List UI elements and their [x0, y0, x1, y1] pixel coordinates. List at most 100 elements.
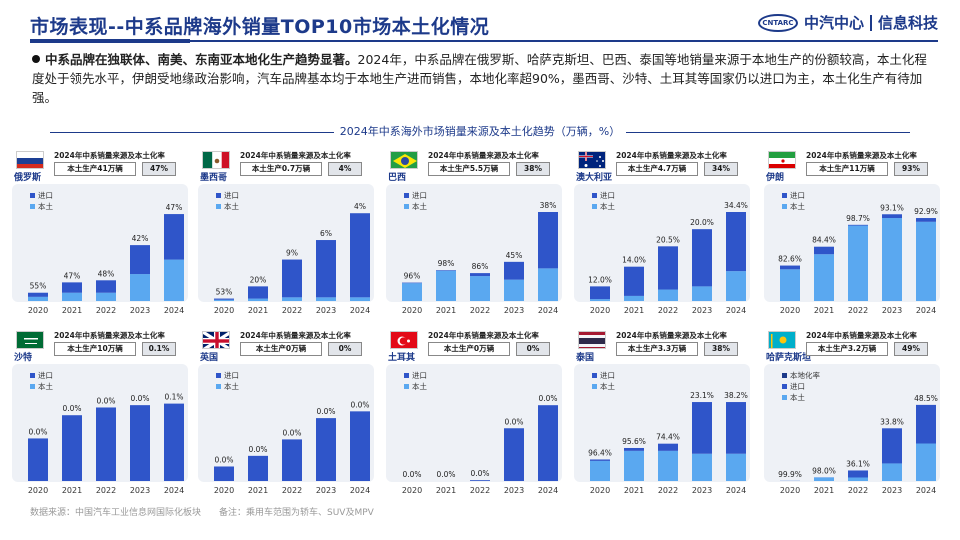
bar-local — [62, 292, 82, 301]
kazakhstan-flag-icon — [768, 331, 796, 349]
bar-import — [28, 438, 48, 481]
data-label: 6% — [320, 229, 332, 238]
local-production-box: 本土生产3.3万辆 — [616, 342, 698, 356]
data-label: 48.5% — [914, 394, 938, 403]
legend-swatch — [592, 373, 597, 378]
bar-import — [214, 298, 234, 300]
x-tick-label: 2021 — [62, 486, 82, 495]
x-tick-label: 2023 — [692, 306, 712, 315]
legend-swatch — [216, 384, 221, 389]
data-label: 96% — [404, 272, 421, 281]
turkey-flag-icon — [390, 331, 418, 349]
data-label: 98.7% — [846, 214, 870, 223]
page-title: 市场表现--中系品牌海外销量TOP10市场本土化情况 — [30, 16, 490, 38]
bar-local — [848, 225, 868, 301]
bar-local — [916, 221, 936, 301]
panel-title: 2024年中系销量来源及本土化率 — [428, 151, 539, 160]
bar-import — [96, 280, 116, 293]
data-label: 82.6% — [778, 255, 802, 264]
x-tick-label: 2024 — [916, 306, 936, 315]
x-tick-label: 2023 — [882, 486, 902, 495]
footer-source: 数据来源：中国汽车工业信息网国际化板块 备注：乘用车范围为轿车、SUV及MPV — [30, 508, 374, 518]
bar-import — [658, 443, 678, 451]
x-tick-label: 2021 — [248, 306, 268, 315]
bar-local — [916, 443, 936, 481]
data-label: 95.6% — [622, 437, 646, 446]
x-tick-label: 2020 — [214, 486, 234, 495]
bar-import — [470, 273, 490, 277]
panel-title: 2024年中系销量来源及本土化率 — [428, 331, 539, 340]
iran-flag-icon — [768, 151, 796, 169]
country-name: 伊朗 — [766, 173, 785, 183]
legend-label: 本土 — [600, 381, 615, 391]
bar-import — [692, 402, 712, 454]
x-tick-label: 2022 — [96, 486, 116, 495]
x-tick-label: 2021 — [436, 306, 456, 315]
x-tick-label: 2023 — [316, 486, 336, 495]
legend-label: 本土 — [790, 392, 805, 402]
summary-text: 2024年，中系品牌在俄罗斯、哈萨克斯坦、巴西、泰国等地销量来源于本地生产的份额… — [32, 52, 927, 105]
data-label: 47% — [64, 271, 81, 280]
localization-rate-box: 0.1% — [142, 342, 176, 356]
bar-local — [350, 297, 370, 301]
bar-local — [130, 274, 150, 301]
data-label: 45% — [506, 251, 523, 260]
local-production-box: 本土生产0万辆 — [428, 342, 510, 356]
bar-import — [916, 404, 936, 444]
legend-label: 本土 — [224, 381, 239, 391]
data-label: 0.0% — [282, 428, 301, 437]
legend-swatch — [30, 193, 35, 198]
bar-import — [726, 402, 746, 454]
x-tick-label: 2022 — [470, 486, 490, 495]
legend-swatch — [782, 373, 787, 378]
data-label: 0.0% — [504, 417, 523, 426]
data-label: 38% — [540, 201, 557, 210]
mexico-flag-icon — [202, 151, 230, 169]
data-label: 0.0% — [62, 404, 81, 413]
bar-import — [848, 470, 868, 478]
data-label: 92.9% — [914, 207, 938, 216]
x-tick-label: 2020 — [402, 486, 422, 495]
bar-import — [316, 418, 336, 481]
bar-local — [692, 286, 712, 301]
data-label: 0.0% — [130, 394, 149, 403]
bar-import — [130, 405, 150, 481]
bar-local — [316, 297, 336, 301]
data-label: 74.4% — [656, 433, 680, 442]
saudi-flag-icon — [16, 331, 44, 349]
brand-logo: CNTARC — [757, 13, 798, 32]
data-label: 0.0% — [248, 445, 267, 454]
local-production-box: 本土生产10万辆 — [54, 342, 136, 356]
bar-import — [28, 292, 48, 297]
data-label: 23.1% — [690, 391, 714, 400]
bar-local — [624, 450, 644, 481]
legend-label: 进口 — [600, 191, 615, 200]
x-tick-label: 2021 — [436, 486, 456, 495]
x-tick-label: 2022 — [470, 306, 490, 315]
local-production-box: 本土生产0.7万辆 — [240, 162, 322, 176]
bar-local — [470, 276, 490, 301]
bar-local — [658, 450, 678, 481]
bar-import — [692, 229, 712, 287]
bar-local — [726, 271, 746, 301]
legend-label: 进口 — [790, 382, 805, 391]
bar-local — [282, 297, 302, 301]
data-label: 98.0% — [812, 466, 836, 475]
legend-label: 本土 — [412, 381, 427, 391]
bar-import — [538, 405, 558, 481]
bar-import — [436, 270, 456, 271]
legend-label: 进口 — [38, 191, 53, 200]
bar-import — [504, 428, 524, 481]
data-label: 84.4% — [812, 236, 836, 245]
bar-local — [436, 270, 456, 301]
bar-import — [814, 246, 834, 255]
legend-swatch — [404, 193, 409, 198]
bar-import — [470, 480, 490, 481]
data-label: 36.1% — [846, 459, 870, 468]
panel-title: 2024年中系销量来源及本土化率 — [806, 151, 917, 160]
x-tick-label: 2024 — [164, 306, 184, 315]
